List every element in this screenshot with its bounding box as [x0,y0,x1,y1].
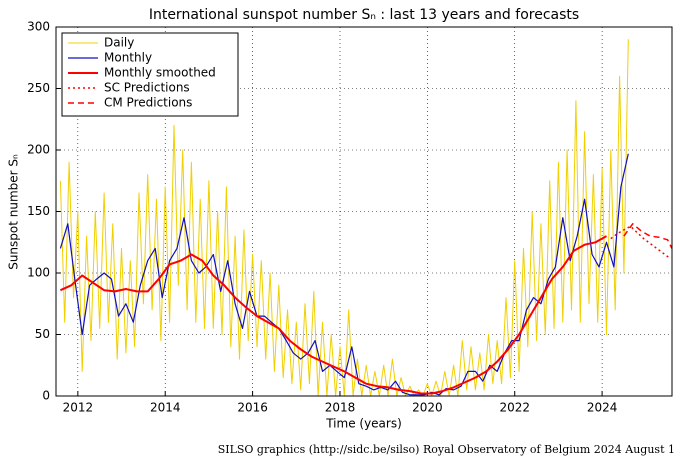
x-tick-label: 2018 [325,401,356,415]
x-tick-label: 2024 [587,401,618,415]
y-tick-label: 250 [27,81,50,95]
legend-box [61,32,239,117]
series-line [623,223,673,249]
y-tick-label: 150 [27,204,50,218]
plot-frame [55,26,673,397]
x-tick-label: 2014 [150,401,181,415]
x-tick-label: 2012 [63,401,94,415]
y-tick-label: 100 [27,266,50,280]
series-line [610,225,671,259]
y-tick-label: 0 [42,389,50,403]
chart-title: International sunspot number Sₙ : last 1… [149,7,579,23]
x-tick-label: 2016 [237,401,268,415]
y-tick-label: 300 [27,20,50,34]
legend-label: Monthly [104,51,152,65]
series-line [59,235,607,395]
x-tick-label: 2020 [412,401,443,415]
x-axis-label: Time (years) [325,417,402,431]
series-line [59,153,629,396]
y-tick-label: 200 [27,143,50,157]
y-axis-label: Sunspot number Sₙ [7,154,21,270]
y-tick-label: 50 [35,327,50,341]
legend-label: CM Predictions [104,96,192,110]
legend-label: Monthly smoothed [104,66,216,80]
legend-label: Daily [104,36,134,50]
legend-label: SC Predictions [104,81,190,95]
footer: SILSO graphics (http://sidc.be/silso) Ro… [218,443,675,456]
x-tick-label: 2022 [499,401,530,415]
